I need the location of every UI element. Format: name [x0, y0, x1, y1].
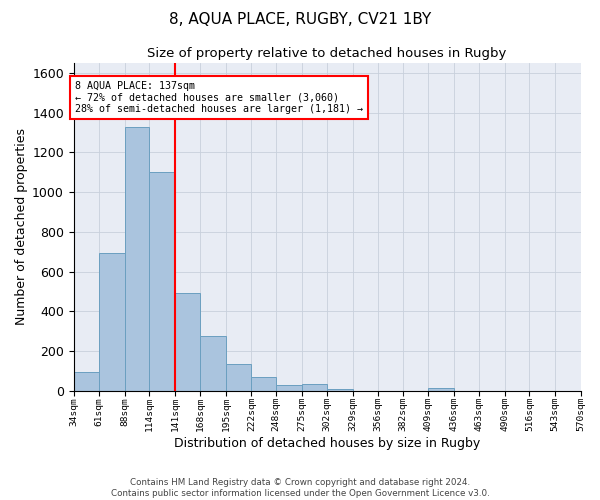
Bar — [125, 126, 149, 390]
Bar — [327, 388, 353, 390]
Bar — [175, 294, 200, 390]
Bar — [226, 364, 251, 390]
Bar — [302, 384, 327, 390]
Bar — [200, 336, 226, 390]
Bar — [276, 384, 302, 390]
Bar — [99, 252, 125, 390]
X-axis label: Distribution of detached houses by size in Rugby: Distribution of detached houses by size … — [174, 437, 480, 450]
Bar — [74, 372, 99, 390]
Bar — [428, 388, 454, 390]
Text: Contains HM Land Registry data © Crown copyright and database right 2024.
Contai: Contains HM Land Registry data © Crown c… — [110, 478, 490, 498]
Title: Size of property relative to detached houses in Rugby: Size of property relative to detached ho… — [148, 48, 507, 60]
Y-axis label: Number of detached properties: Number of detached properties — [15, 128, 28, 326]
Text: 8 AQUA PLACE: 137sqm
← 72% of detached houses are smaller (3,060)
28% of semi-de: 8 AQUA PLACE: 137sqm ← 72% of detached h… — [75, 81, 363, 114]
Bar — [251, 377, 276, 390]
Text: 8, AQUA PLACE, RUGBY, CV21 1BY: 8, AQUA PLACE, RUGBY, CV21 1BY — [169, 12, 431, 28]
Bar — [149, 172, 175, 390]
